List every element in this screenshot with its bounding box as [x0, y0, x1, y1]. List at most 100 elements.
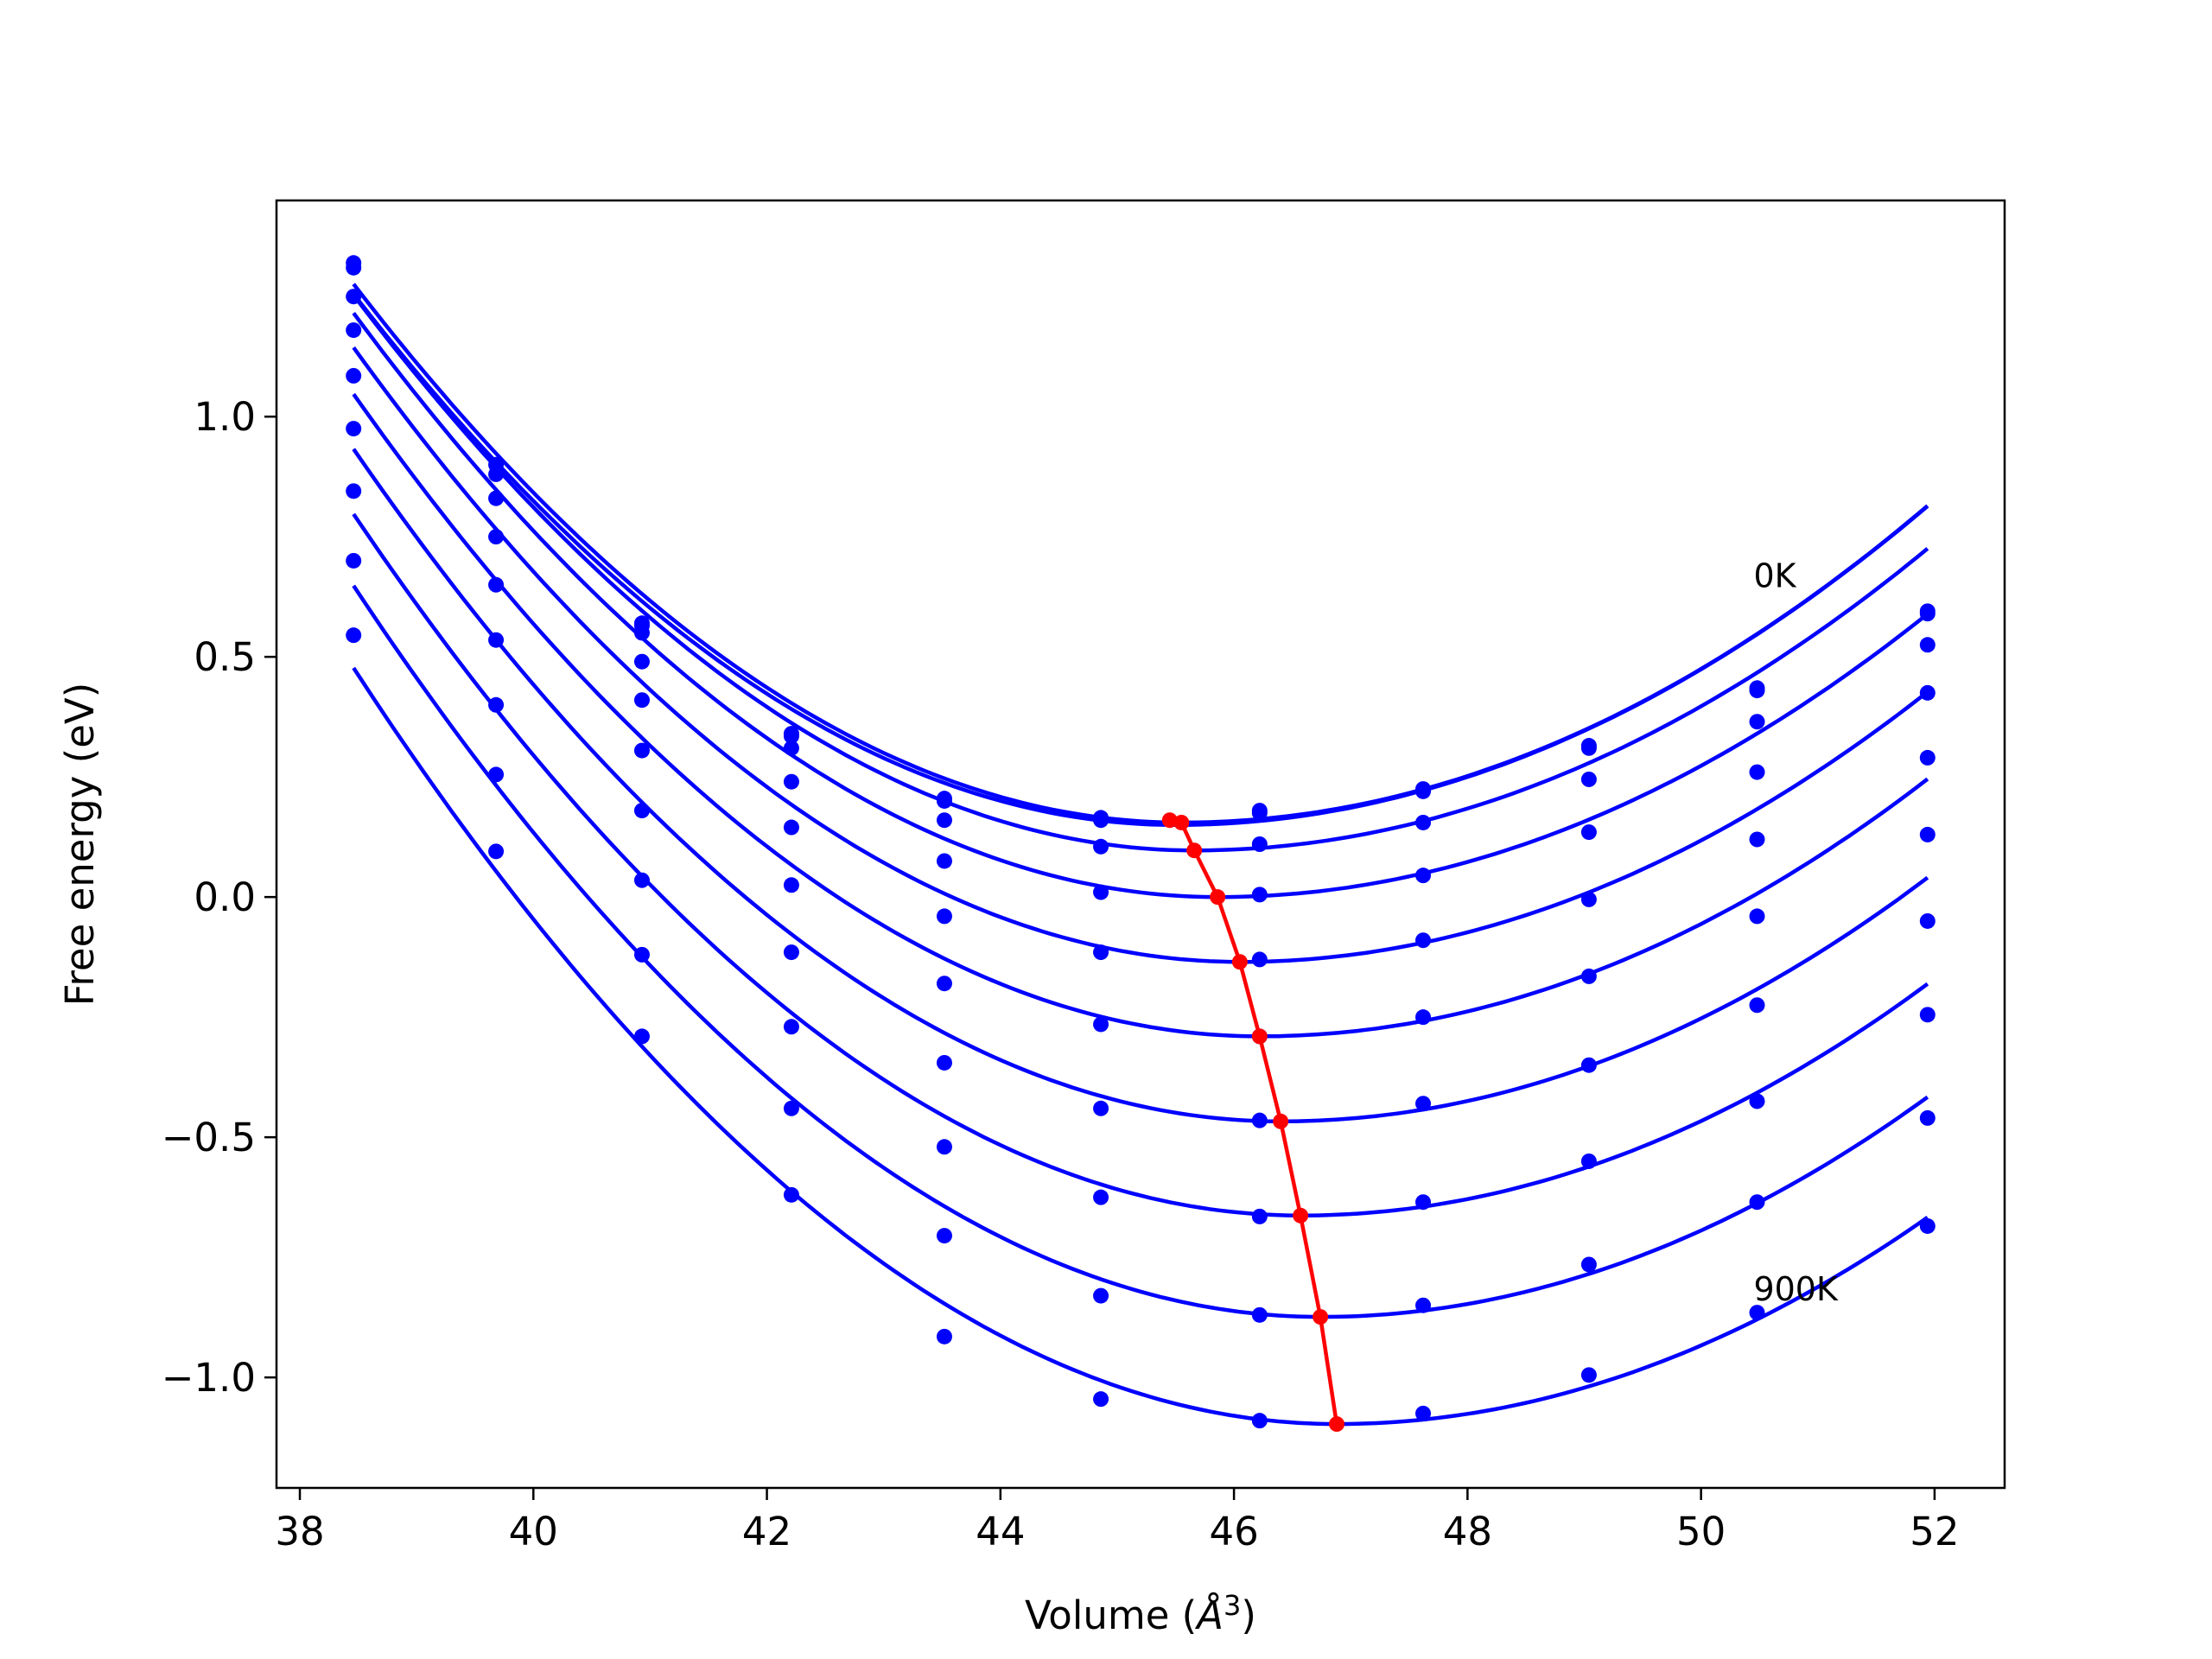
- data-point: [936, 976, 952, 992]
- fit-curve-8: [352, 584, 1929, 1319]
- y-axis-ticks: −1.0 −0.5 0.0 0.5 1.0: [162, 394, 276, 1401]
- data-point: [346, 259, 362, 276]
- data-point: [1415, 932, 1432, 949]
- data-point: [1580, 824, 1597, 841]
- data-point: [346, 627, 362, 644]
- data-point: [1093, 1189, 1109, 1205]
- temperature-annotation: 900K: [1753, 1270, 1839, 1308]
- data-point: [1251, 1413, 1268, 1429]
- data-point: [1415, 1405, 1432, 1421]
- data-point: [783, 877, 799, 893]
- data-point: [1093, 838, 1109, 855]
- data-point: [1415, 1194, 1432, 1211]
- data-point: [936, 853, 952, 869]
- data-point: [936, 908, 952, 925]
- data-point: [1251, 951, 1268, 968]
- data-point: [488, 529, 505, 545]
- data-point: [1093, 1391, 1109, 1408]
- data-point: [633, 803, 650, 819]
- data-point: [783, 819, 799, 836]
- data-point: [936, 812, 952, 829]
- data-point: [1251, 1112, 1268, 1128]
- data-point: [633, 692, 650, 709]
- data-point: [346, 289, 362, 305]
- minimum-point: [1186, 842, 1203, 859]
- data-point: [346, 483, 362, 499]
- data-point: [346, 421, 362, 437]
- fit-curve-7: [352, 512, 1929, 1218]
- y-axis-label: Free energy (eV): [57, 683, 103, 1006]
- minimum-point: [1293, 1207, 1309, 1224]
- data-point: [1093, 944, 1109, 961]
- minimum-point: [1273, 1113, 1289, 1129]
- y-tick-label: 1.0: [194, 394, 256, 440]
- axes-frame: [275, 199, 2006, 1490]
- data-point: [488, 490, 505, 506]
- plot-area: [346, 255, 1936, 1433]
- minimum-path-line: [1169, 817, 1339, 1425]
- data-point: [1749, 1093, 1765, 1109]
- fit-curve-9: [352, 666, 1929, 1427]
- data-point: [633, 625, 650, 641]
- fit-curve-6: [352, 448, 1929, 1124]
- data-point: [1415, 783, 1432, 799]
- x-tick-label: 52: [1910, 1509, 1959, 1554]
- data-point: [1251, 804, 1268, 821]
- data-point: [1919, 1217, 1936, 1234]
- y-tick-label: 0.5: [194, 634, 256, 680]
- data-point: [1919, 684, 1936, 701]
- minimum-point: [1329, 1416, 1345, 1433]
- data-point: [633, 742, 650, 759]
- data-point: [1251, 1208, 1268, 1224]
- data-point: [1749, 997, 1765, 1014]
- data-point: [1749, 714, 1765, 730]
- data-point: [633, 872, 650, 888]
- annotations: 0K 900K: [1753, 557, 1839, 1309]
- data-points: [346, 255, 1936, 1429]
- data-point: [488, 466, 505, 482]
- data-point: [1580, 1256, 1597, 1273]
- fit-curve-4: [352, 346, 1929, 964]
- data-point: [346, 552, 362, 569]
- data-point: [783, 944, 799, 961]
- data-point: [936, 1139, 952, 1155]
- minimum-point: [1251, 1028, 1268, 1045]
- data-point: [1093, 1016, 1109, 1033]
- fit-curve-3: [352, 311, 1929, 899]
- x-tick-label: 50: [1676, 1509, 1726, 1554]
- data-point: [1919, 912, 1936, 929]
- data-point: [783, 728, 799, 744]
- data-point: [633, 653, 650, 670]
- data-point: [1580, 740, 1597, 756]
- x-axis-ticks: 38 40 42 44 46 48 50 52: [275, 1488, 1960, 1554]
- data-point: [346, 322, 362, 339]
- data-point: [1749, 831, 1765, 848]
- data-point: [1580, 1153, 1597, 1169]
- fit-curve-5: [352, 392, 1929, 1039]
- data-point: [488, 576, 505, 593]
- x-tick-label: 40: [509, 1509, 558, 1554]
- x-axis-label: Volume (Å3): [1025, 1589, 1256, 1638]
- data-point: [1415, 1297, 1432, 1313]
- data-point: [488, 696, 505, 713]
- data-point: [783, 773, 799, 790]
- minimum-path: [1161, 812, 1345, 1433]
- data-point: [783, 1019, 799, 1035]
- minimum-point: [1313, 1309, 1329, 1325]
- x-tick-label: 38: [275, 1509, 324, 1554]
- data-point: [936, 791, 952, 807]
- x-tick-label: 44: [976, 1509, 1025, 1554]
- data-point: [633, 1028, 650, 1045]
- x-tick-label: 46: [1209, 1509, 1258, 1554]
- data-point: [1415, 814, 1432, 830]
- data-point: [1919, 749, 1936, 766]
- data-point: [1251, 887, 1268, 903]
- x-tick-label: 42: [742, 1509, 791, 1554]
- data-point: [783, 1186, 799, 1203]
- data-point: [1251, 836, 1268, 852]
- data-point: [1919, 606, 1936, 622]
- data-point: [1415, 868, 1432, 884]
- data-point: [1919, 637, 1936, 653]
